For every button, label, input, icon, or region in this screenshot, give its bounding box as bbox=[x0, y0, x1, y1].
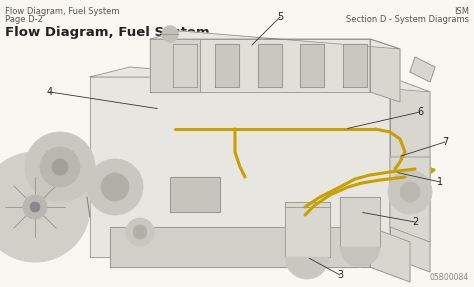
Text: Flow Diagram, Fuel System: Flow Diagram, Fuel System bbox=[5, 26, 210, 39]
Text: 4: 4 bbox=[47, 87, 53, 97]
Polygon shape bbox=[390, 77, 430, 272]
Polygon shape bbox=[90, 67, 430, 92]
Wedge shape bbox=[285, 257, 329, 279]
Polygon shape bbox=[340, 197, 380, 247]
Circle shape bbox=[133, 225, 147, 239]
Polygon shape bbox=[150, 31, 400, 49]
Polygon shape bbox=[343, 44, 367, 87]
Circle shape bbox=[162, 26, 178, 42]
Text: Flow Diagram, Fuel System: Flow Diagram, Fuel System bbox=[5, 7, 119, 16]
Text: 3: 3 bbox=[337, 270, 343, 280]
Polygon shape bbox=[390, 157, 430, 242]
Polygon shape bbox=[150, 39, 200, 92]
Circle shape bbox=[40, 147, 80, 187]
Polygon shape bbox=[258, 44, 282, 87]
Text: 1: 1 bbox=[437, 177, 443, 187]
Circle shape bbox=[87, 159, 143, 215]
Text: 2: 2 bbox=[412, 217, 418, 227]
Circle shape bbox=[388, 170, 432, 214]
Circle shape bbox=[23, 195, 47, 219]
Text: Page D-2: Page D-2 bbox=[5, 15, 43, 24]
Circle shape bbox=[101, 173, 129, 201]
Circle shape bbox=[400, 182, 420, 202]
Circle shape bbox=[52, 159, 68, 175]
Polygon shape bbox=[410, 57, 435, 82]
Polygon shape bbox=[150, 39, 370, 92]
Polygon shape bbox=[301, 44, 325, 87]
Text: 5: 5 bbox=[277, 12, 283, 22]
Text: 7: 7 bbox=[442, 137, 448, 147]
Polygon shape bbox=[216, 44, 239, 87]
Text: Section D - System Diagrams: Section D - System Diagrams bbox=[346, 15, 469, 24]
Polygon shape bbox=[173, 44, 197, 87]
Polygon shape bbox=[370, 39, 400, 102]
Circle shape bbox=[126, 218, 154, 246]
Polygon shape bbox=[370, 227, 410, 282]
Wedge shape bbox=[340, 247, 380, 267]
Circle shape bbox=[30, 202, 40, 212]
Circle shape bbox=[0, 152, 90, 262]
Polygon shape bbox=[90, 77, 390, 257]
Polygon shape bbox=[110, 227, 370, 267]
Polygon shape bbox=[285, 202, 330, 257]
Text: ISM: ISM bbox=[454, 7, 469, 16]
Circle shape bbox=[25, 132, 95, 202]
Polygon shape bbox=[170, 177, 220, 212]
Text: 6: 6 bbox=[417, 107, 423, 117]
Text: 05B00084: 05B00084 bbox=[430, 273, 469, 282]
